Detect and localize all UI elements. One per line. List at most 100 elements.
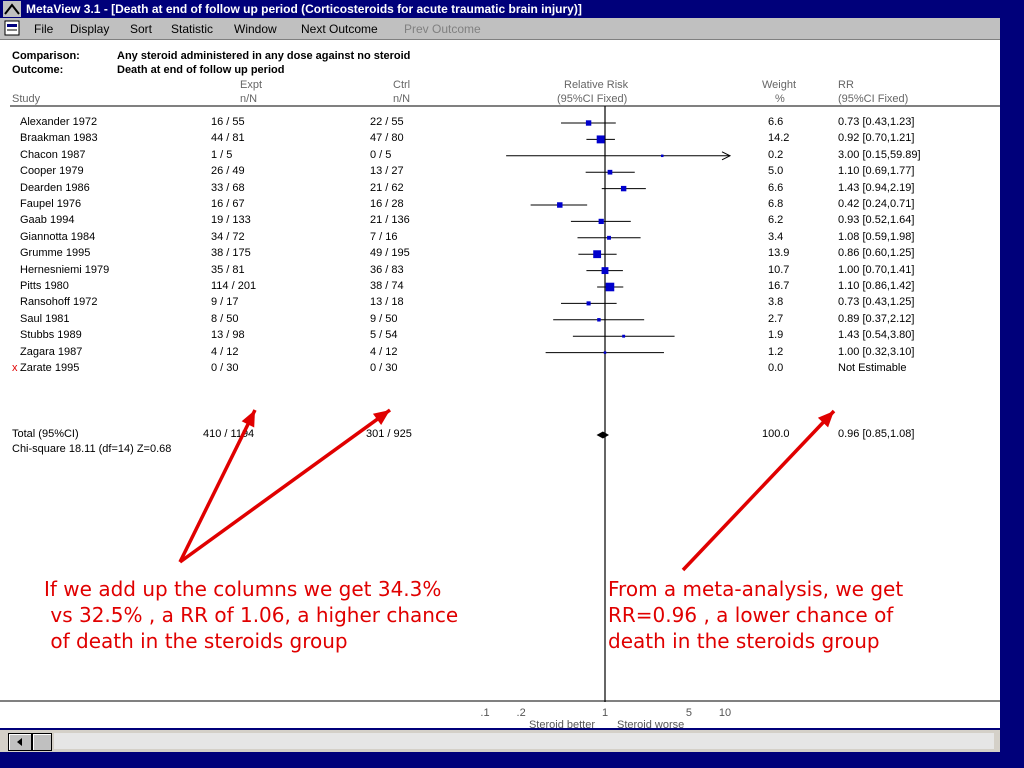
study-name: Saul 1981 xyxy=(20,312,70,325)
expt-value: 44 / 81 xyxy=(211,132,245,145)
menu-statistic[interactable]: Statistic xyxy=(171,22,214,36)
weight-value: 3.8 xyxy=(768,296,784,309)
excluded-mark: x xyxy=(12,362,18,374)
x-label-left: Steroid better xyxy=(529,719,595,728)
rr-value: 0.42 [0.24,0.71] xyxy=(838,198,915,210)
menu-bar: File Display Sort Statistic Window Next … xyxy=(0,18,1000,40)
weight-value: 0.0 xyxy=(768,362,784,374)
weight-value: 10.7 xyxy=(768,263,790,276)
study-name: Zarate 1995 xyxy=(20,362,80,374)
expt-value: 33 / 68 xyxy=(211,181,245,194)
total-rr: 0.96 [0.85,1.08] xyxy=(838,428,915,440)
expt-value: 4 / 12 xyxy=(211,345,239,358)
weight-value: 6.6 xyxy=(768,116,784,128)
rr-value: 0.89 [0.37,2.12] xyxy=(838,312,915,325)
ctrl-value: 4 / 12 xyxy=(370,345,398,358)
effect-marker xyxy=(596,135,605,144)
weight-value: 13.9 xyxy=(768,247,790,260)
effect-marker xyxy=(622,334,626,338)
ctrl-value: 36 / 83 xyxy=(370,263,404,276)
ctrl-value: 21 / 62 xyxy=(370,181,404,194)
rr-value: 0.73 [0.43,1.25] xyxy=(838,296,915,309)
ctrl-value: 0 / 5 xyxy=(370,148,392,161)
rr-value: 1.43 [0.94,2.19] xyxy=(838,181,915,194)
client-area: Comparison: Any steroid administered in … xyxy=(0,40,1000,728)
scroll-thumb[interactable] xyxy=(32,733,52,751)
x-tick-label: .1 xyxy=(480,707,489,719)
study-name: Braakman 1983 xyxy=(20,132,98,145)
effect-marker xyxy=(605,282,615,292)
expt-value: 13 / 98 xyxy=(211,329,245,342)
heterogeneity-stat: Chi-square 18.11 (df=14) Z=0.68 xyxy=(12,443,172,455)
x-tick-label: 10 xyxy=(719,707,731,719)
expt-value: 0 / 30 xyxy=(211,362,239,374)
arrow-to-ctrl-total-head xyxy=(372,410,390,426)
menu-sort[interactable]: Sort xyxy=(130,22,153,36)
weight-value: 14.2 xyxy=(768,132,790,145)
arrow-to-pooled-rr xyxy=(681,409,836,572)
outcome-label: Outcome: xyxy=(12,64,64,76)
rr-value: 0.93 [0.52,1.64] xyxy=(838,214,915,227)
weight-value: 2.7 xyxy=(768,312,784,325)
comparison-value: Any steroid administered in any dose aga… xyxy=(117,50,411,62)
ctrl-value: 5 / 54 xyxy=(370,329,398,342)
rr-value: 0.86 [0.60,1.25] xyxy=(838,247,915,260)
ctrl-value: 7 / 16 xyxy=(370,230,398,243)
study-name: Stubbs 1989 xyxy=(20,329,82,342)
rr-value: 1.10 [0.69,1.77] xyxy=(838,165,915,178)
scroll-left-button[interactable] xyxy=(8,733,32,751)
rr-value: 0.92 [0.70,1.21] xyxy=(838,132,915,145)
effect-marker xyxy=(607,235,611,240)
weight-header: Weight xyxy=(762,79,797,91)
x-label-right: Steroid worse xyxy=(617,719,684,728)
weight-value: 3.4 xyxy=(768,230,784,243)
expt-value: 114 / 201 xyxy=(211,280,257,292)
menu-file[interactable]: File xyxy=(34,22,54,36)
study-name: Cooper 1979 xyxy=(20,165,84,178)
comparison-label: Comparison: xyxy=(12,50,80,62)
ctrl-value: 13 / 27 xyxy=(370,165,404,178)
effect-marker xyxy=(557,202,563,208)
expt-value: 34 / 72 xyxy=(211,230,245,243)
ci-arrow xyxy=(721,151,732,161)
ctrl-value: 13 / 18 xyxy=(370,296,404,309)
scroll-track[interactable] xyxy=(54,733,994,749)
weight-value: 6.8 xyxy=(768,198,784,210)
study-name: Pitts 1980 xyxy=(20,280,69,292)
document-icon[interactable] xyxy=(4,20,20,36)
rr-value: 3.00 [0.15,59.89] xyxy=(838,148,921,161)
expt-value: 9 / 17 xyxy=(211,296,239,309)
expt-value: 35 / 81 xyxy=(211,263,245,276)
ctrl-value: 9 / 50 xyxy=(370,312,398,325)
study-name: Zagara 1987 xyxy=(20,345,83,358)
weight-value: 1.2 xyxy=(768,345,784,358)
weight-value: 6.6 xyxy=(768,181,784,194)
effect-marker xyxy=(585,120,592,126)
ctrl-value: 0 / 30 xyxy=(370,362,398,374)
weight-value: 0.2 xyxy=(768,148,784,161)
menu-next-outcome[interactable]: Next Outcome xyxy=(301,22,378,36)
rr-value: 0.73 [0.43,1.23] xyxy=(838,116,915,128)
rr-value: 1.43 [0.54,3.80] xyxy=(838,329,915,342)
menu-display[interactable]: Display xyxy=(70,22,110,36)
rr-value: 1.00 [0.70,1.41] xyxy=(838,263,915,276)
study-name: Grumme 1995 xyxy=(20,247,91,260)
expt-value: 19 / 133 xyxy=(211,214,251,227)
ctrl-value: 21 / 136 xyxy=(370,214,410,227)
ctrl-subheader: n/N xyxy=(393,93,411,105)
x-tick-label: 1 xyxy=(602,707,608,719)
horizontal-scrollbar[interactable] xyxy=(0,730,1000,752)
study-name: Faupel 1976 xyxy=(20,198,82,210)
annotation-right: From a meta-analysis, we get RR=0.96 , a… xyxy=(608,577,904,653)
expt-header: Expt xyxy=(240,79,263,91)
ctrl-value: 47 / 80 xyxy=(370,132,404,145)
expt-value: 26 / 49 xyxy=(211,165,245,178)
effect-marker xyxy=(620,185,627,192)
arrow-to-expt-total-head xyxy=(241,410,255,428)
effect-marker xyxy=(597,318,601,322)
menu-window[interactable]: Window xyxy=(234,22,277,36)
menu-prev-outcome: Prev Outcome xyxy=(404,22,481,36)
study-name: Gaab 1994 xyxy=(20,214,75,227)
x-tick-label: .2 xyxy=(517,707,526,719)
rr-value: 1.10 [0.86,1.42] xyxy=(838,280,915,292)
